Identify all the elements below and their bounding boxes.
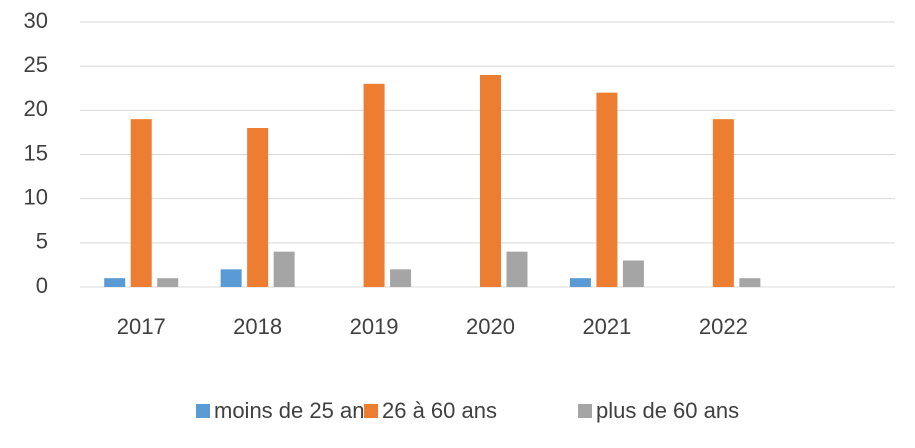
bar (390, 269, 412, 287)
bar (157, 278, 179, 287)
bar (247, 128, 269, 287)
x-tick-label: 2018 (233, 314, 282, 339)
bar (569, 278, 591, 287)
bar (506, 251, 528, 287)
y-tick-label: 25 (24, 52, 48, 77)
x-tick-label: 2022 (699, 314, 748, 339)
legend-swatch (364, 404, 378, 418)
y-tick-label: 30 (24, 8, 48, 33)
legend-swatch (196, 404, 210, 418)
bar (596, 92, 618, 288)
y-tick-label: 15 (24, 140, 48, 165)
x-tick-label: 2017 (117, 314, 166, 339)
legend-label: plus de 60 ans (596, 398, 739, 423)
bar (712, 119, 734, 288)
bar (480, 75, 501, 287)
y-tick-label: 20 (24, 96, 48, 121)
y-tick-label: 5 (36, 229, 48, 254)
bar (739, 278, 761, 287)
bar (273, 251, 295, 287)
bar (622, 260, 644, 287)
bar (220, 269, 242, 287)
legend-label: 26 à 60 ans (382, 398, 497, 423)
bar (363, 83, 385, 287)
legend-swatch (578, 404, 592, 418)
x-tick-label: 2020 (466, 314, 515, 339)
bar (130, 119, 152, 288)
y-tick-label: 10 (24, 184, 48, 209)
legend-label: moins de 25 ans (214, 398, 375, 423)
y-tick-label: 0 (36, 273, 48, 298)
x-tick-label: 2021 (582, 314, 631, 339)
x-tick-label: 2019 (350, 314, 399, 339)
bar (104, 278, 126, 287)
